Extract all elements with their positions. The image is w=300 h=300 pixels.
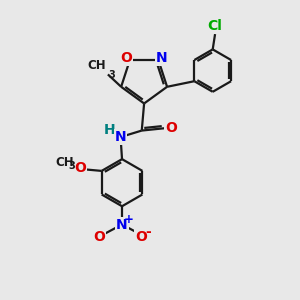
Text: -: - — [146, 225, 152, 239]
Text: Cl: Cl — [208, 19, 223, 33]
Text: H: H — [103, 123, 115, 137]
Text: N: N — [116, 218, 128, 232]
Text: 3: 3 — [68, 161, 75, 171]
Text: +: + — [123, 213, 133, 226]
Text: N: N — [115, 130, 126, 144]
Text: O: O — [93, 230, 105, 244]
Text: O: O — [165, 121, 177, 135]
Text: O: O — [135, 230, 147, 244]
Text: O: O — [120, 51, 132, 65]
Text: N: N — [156, 51, 168, 65]
Text: 3: 3 — [108, 70, 115, 80]
Text: CH: CH — [56, 157, 74, 169]
Text: CH: CH — [87, 59, 106, 72]
Text: O: O — [74, 161, 86, 175]
